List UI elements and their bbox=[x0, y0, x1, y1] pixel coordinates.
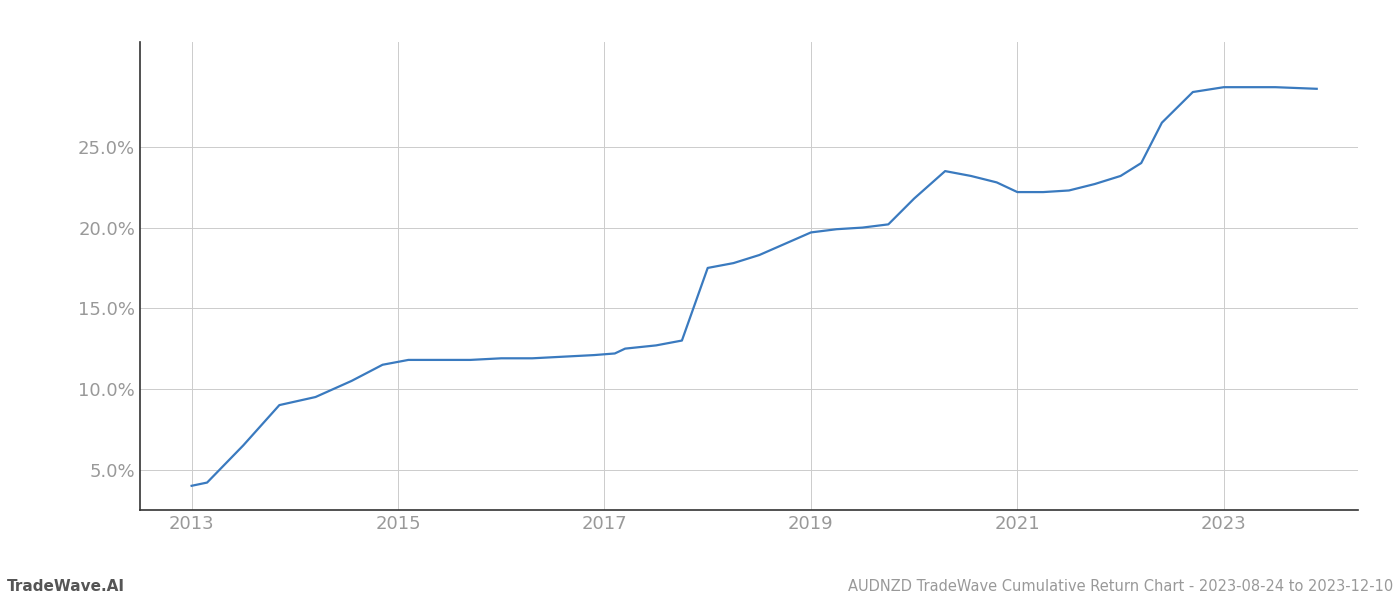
Text: TradeWave.AI: TradeWave.AI bbox=[7, 579, 125, 594]
Text: AUDNZD TradeWave Cumulative Return Chart - 2023-08-24 to 2023-12-10: AUDNZD TradeWave Cumulative Return Chart… bbox=[848, 579, 1393, 594]
